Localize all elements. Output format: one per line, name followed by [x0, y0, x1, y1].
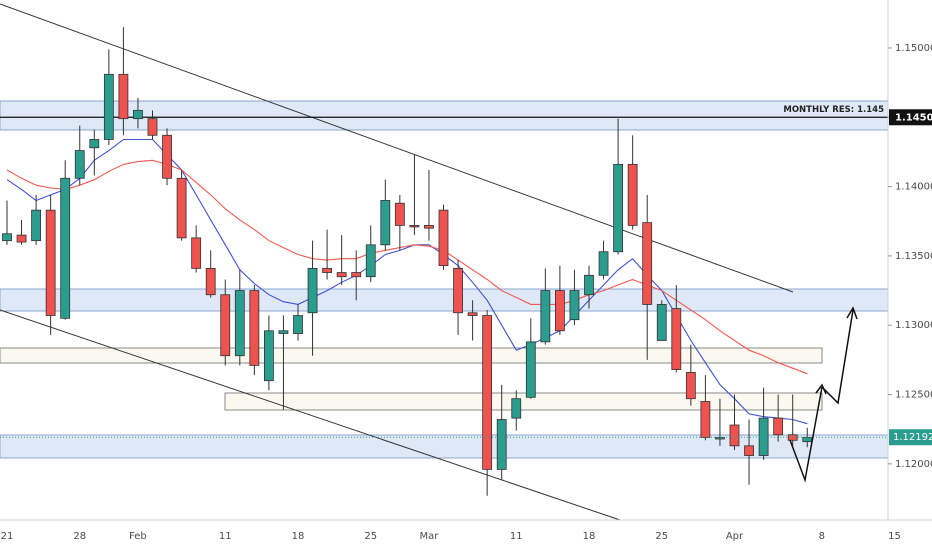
candle-body [656, 304, 667, 341]
y-tick-highlight [889, 109, 932, 126]
x-tick-label: 28 [73, 531, 86, 542]
candle-body [263, 330, 274, 382]
last-price-box [889, 429, 932, 446]
candle-body [365, 244, 376, 278]
x-tick-label: 8 [819, 531, 825, 542]
x-tick-label: 25 [655, 531, 668, 542]
trend-line [0, 309, 621, 521]
candle-body [540, 290, 551, 343]
candle-body [555, 290, 565, 332]
candle-body [598, 251, 609, 276]
x-tick-label: Feb [129, 531, 147, 542]
candle-body [715, 437, 725, 440]
candle-body [89, 139, 100, 149]
candle-body [307, 267, 318, 314]
candle-body [584, 274, 594, 296]
candle-body [336, 272, 347, 278]
candle-body [511, 398, 522, 419]
arrow-head [846, 306, 858, 320]
candle-body [249, 290, 260, 366]
candle-body [642, 222, 653, 305]
candle-body [162, 134, 172, 179]
x-tick-label: 15 [888, 531, 901, 542]
y-tick-label: 1.14500 [895, 112, 932, 123]
x-tick-label: 11 [219, 531, 232, 542]
candle-body [496, 419, 507, 470]
last-price-label: 1.12192 [893, 432, 932, 443]
candle-body [773, 417, 784, 436]
candle-body [424, 225, 434, 229]
y-tick-label: 1.12000 [895, 459, 932, 470]
annotation: MONTHLY RES: 1.145 [783, 105, 884, 115]
x-tick-label: 25 [364, 531, 377, 542]
candle-body [60, 177, 71, 319]
candle-body [351, 272, 362, 278]
candle-body [482, 315, 493, 470]
x-tick-label: 18 [292, 531, 305, 542]
y-tick-label: 1.13500 [895, 251, 932, 262]
candle-body [671, 308, 682, 370]
candle-body [394, 202, 405, 226]
candle-body [293, 315, 303, 334]
candle-body [191, 237, 202, 269]
y-tick-label: 1.13000 [895, 320, 932, 331]
candle-body [380, 200, 391, 246]
candle-body [147, 118, 158, 136]
candle-body [409, 225, 420, 228]
x-tick-label: 18 [583, 531, 596, 542]
candle-body [744, 445, 754, 456]
candle-body [16, 234, 27, 243]
zones [0, 100, 889, 459]
moving-average [6, 159, 808, 375]
candle-body [31, 209, 42, 242]
zone [0, 347, 823, 364]
arrow-head [815, 383, 827, 395]
y-tick-label: 1.12500 [895, 390, 932, 401]
candle-body [467, 312, 478, 316]
zone [224, 392, 823, 411]
arrow [789, 386, 823, 483]
projection-arrow [789, 306, 858, 483]
candle-body [2, 233, 12, 242]
y-tick-label: 1.15000 [895, 43, 932, 54]
candle-body [569, 290, 580, 321]
candle-body [525, 341, 536, 398]
axis-labels: 1.15000 1.14500 1.14000 1.13500 1.13000 1.125… [1, 43, 932, 542]
candle-body [278, 330, 289, 334]
zone [0, 288, 889, 312]
candle-body [627, 164, 638, 226]
x-tick-label: Mar [420, 531, 440, 542]
candle-body [453, 267, 463, 314]
candle-body [438, 209, 449, 267]
candle-body [133, 109, 143, 120]
zone [0, 434, 889, 459]
candle-body [45, 209, 56, 316]
candle-body [685, 371, 696, 400]
candle-body [103, 73, 114, 140]
x-tick-label: Apr [726, 531, 744, 542]
x-tick-label: 21 [1, 531, 14, 542]
trend-line [0, 3, 794, 293]
x-tick-label: 11 [510, 531, 523, 542]
arrow [821, 309, 854, 405]
candle-body [220, 294, 231, 357]
candle-body [74, 150, 85, 179]
y-tick-label: 1.14000 [895, 182, 932, 193]
candle-body [234, 290, 245, 357]
candle-body [613, 164, 623, 253]
candle-body [700, 401, 711, 438]
candle-body [758, 417, 769, 456]
candle-body [118, 73, 129, 120]
candle-body [802, 437, 813, 443]
candle-body [205, 267, 216, 296]
candle-body [729, 424, 740, 447]
candle-body [176, 177, 187, 239]
plot: MONTHLY RES: 1.145 [0, 27, 888, 496]
candle-body [322, 267, 333, 273]
